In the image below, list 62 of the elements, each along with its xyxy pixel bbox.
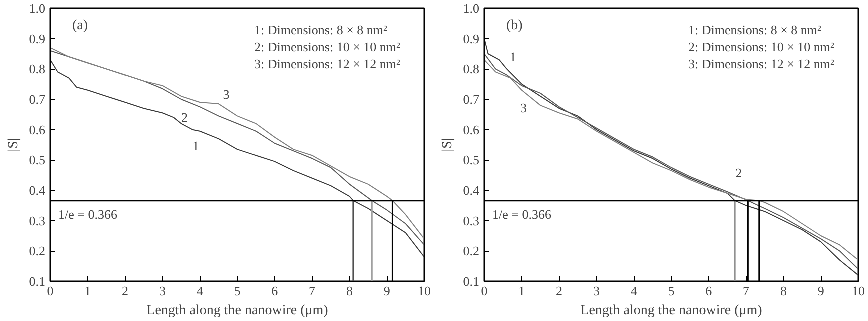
y-tick-label: 0.6 [463, 122, 480, 138]
x-tick-label: 6 [272, 284, 279, 298]
x-tick-label: 5 [668, 284, 675, 298]
annotation: 3: Dimensions: 12 × 12 nm² [254, 56, 401, 72]
x-tick-label: 10 [418, 284, 431, 298]
y-tick-label: 0.7 [29, 92, 46, 107]
x-tick-label: 7 [309, 284, 316, 298]
y-tick-label: 0.5 [29, 152, 46, 168]
ref-line-label: 1/e = 0.366 [492, 206, 552, 222]
y-tick-label: 0.8 [463, 62, 480, 77]
x-tick-label: 1 [518, 284, 526, 298]
x-axis-title: Length along the nanowire (μm) [580, 304, 763, 318]
annotation: 2 [736, 165, 742, 180]
y-tick-label: 0.5 [463, 152, 480, 168]
y-tick-label: 0.9 [29, 31, 46, 46]
y-tick-label: 0.1 [29, 274, 46, 289]
x-tick-label: 4 [630, 284, 638, 298]
y-tick-label: 0.4 [463, 183, 480, 198]
x-tick-label: 3 [593, 284, 600, 298]
x-tick-label: 8 [780, 284, 787, 298]
y-axis-title: |S| [6, 138, 22, 152]
x-tick-label: 3 [159, 284, 166, 298]
annotation: 2: Dimensions: 10 × 10 nm² [688, 40, 835, 54]
y-tick-label: 0.2 [463, 244, 480, 259]
annotation: 3 [520, 100, 528, 116]
y-tick-label: 0.1 [463, 274, 480, 289]
x-tick-label: 2 [122, 284, 129, 298]
y-tick-label: 0.9 [463, 31, 480, 46]
annotation: 2 [182, 110, 188, 125]
x-tick-label: 5 [234, 284, 241, 298]
y-tick-label: 0.2 [29, 244, 46, 259]
text: (a) [72, 18, 88, 34]
x-tick-label: 0 [481, 284, 488, 298]
annotation: 1 [510, 49, 516, 64]
x-tick-label: 4 [196, 284, 204, 298]
annotation: 2: Dimensions: 10 × 10 nm² [254, 40, 401, 54]
y-axis-title: |S| [440, 138, 456, 152]
x-tick-label: 8 [346, 284, 353, 298]
x-axis-title: Length along the nanowire (μm) [146, 304, 329, 318]
annotation: 3: Dimensions: 12 × 12 nm² [688, 56, 835, 72]
y-tick-label: 0.3 [29, 213, 46, 228]
x-tick-label: 7 [743, 284, 750, 298]
x-tick-label: 2 [556, 284, 563, 298]
y-tick-label: 0.6 [29, 122, 46, 138]
x-tick-label: 9 [818, 284, 824, 298]
text: (b) [506, 18, 524, 34]
annotation: 1: Dimensions: 8 × 8 nm² [254, 22, 388, 38]
y-tick-label: 1.0 [463, 1, 480, 16]
x-tick-label: 6 [706, 284, 713, 298]
ref-line-label: 1/e = 0.366 [58, 206, 118, 222]
y-tick-label: 0.4 [29, 183, 46, 198]
y-tick-label: 0.3 [463, 213, 480, 228]
y-tick-label: 1.0 [29, 1, 46, 16]
annotation: 1 [192, 138, 200, 154]
annotation: 3 [223, 86, 230, 102]
x-tick-label: 9 [384, 284, 390, 298]
y-tick-label: 0.8 [29, 62, 46, 77]
x-tick-label: 10 [852, 284, 865, 298]
x-tick-label: 1 [84, 284, 92, 298]
y-tick-label: 0.7 [463, 92, 480, 107]
x-tick-label: 0 [47, 284, 54, 298]
annotation: 1: Dimensions: 8 × 8 nm² [688, 22, 822, 38]
